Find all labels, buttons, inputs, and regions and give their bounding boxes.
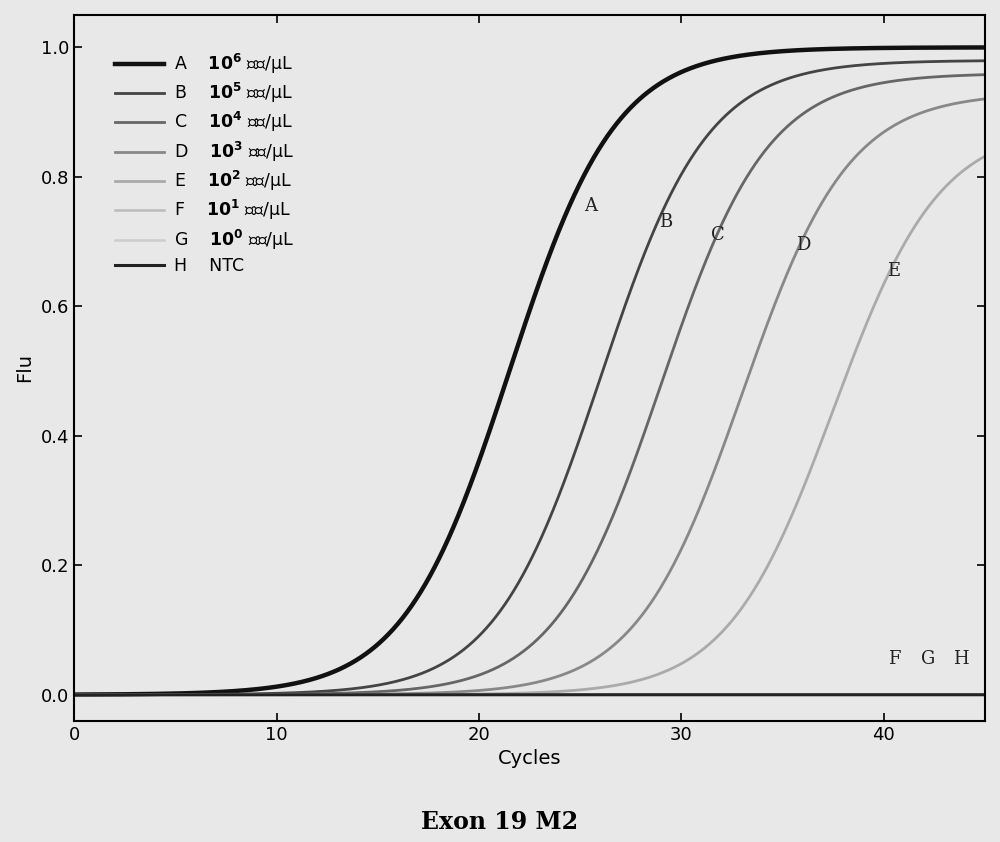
Text: E: E bbox=[887, 262, 900, 280]
Text: G: G bbox=[921, 650, 935, 669]
Y-axis label: Flu: Flu bbox=[15, 354, 34, 382]
Legend: A    $\mathbf{10^{6}}$ 拷贝/μL, B    $\mathbf{10^{5}}$ 拷贝/μL, C    $\mathbf{10^{4}: A $\mathbf{10^{6}}$ 拷贝/μL, B $\mathbf{10… bbox=[101, 38, 308, 289]
Text: F: F bbox=[888, 650, 900, 669]
Text: C: C bbox=[711, 226, 725, 244]
Text: B: B bbox=[659, 213, 672, 232]
Text: H: H bbox=[953, 650, 969, 669]
Text: A: A bbox=[584, 197, 597, 215]
X-axis label: Cycles: Cycles bbox=[498, 749, 561, 768]
Text: Exon 19 M2: Exon 19 M2 bbox=[421, 809, 579, 834]
Text: D: D bbox=[796, 236, 810, 253]
